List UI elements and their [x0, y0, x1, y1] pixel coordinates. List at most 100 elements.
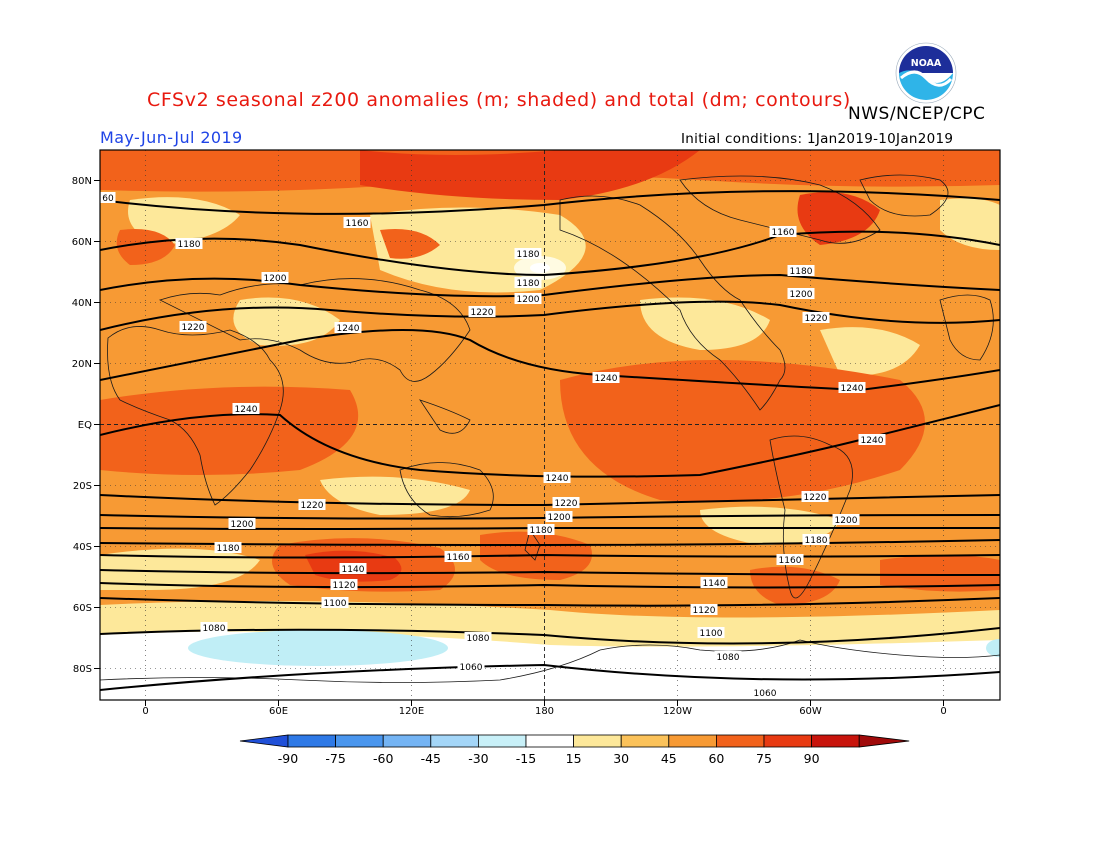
- contour-label: 1180: [790, 267, 813, 277]
- colorbar-swatch: [573, 734, 622, 748]
- contour-label-bg: [228, 518, 256, 529]
- colorbar-label: -60: [373, 751, 393, 766]
- lon-tick-label: 0: [142, 706, 148, 717]
- contour-label-bg: [444, 551, 472, 562]
- contour-label: 1180: [217, 544, 240, 554]
- equator-dateline: [100, 150, 1000, 700]
- contour-label-bg: [545, 511, 573, 522]
- contour-label-bg: [690, 604, 718, 615]
- colorbar-label: 30: [613, 751, 629, 766]
- contour-label: 1240: [546, 474, 569, 484]
- contour-label: 1140: [342, 565, 365, 575]
- colorbar-swatch: [477, 734, 527, 748]
- lat-tick-label: 80S: [73, 664, 92, 675]
- contour-label-bg: [700, 577, 728, 588]
- contour-label: 1160: [346, 219, 369, 229]
- contour-label: 1180: [178, 240, 201, 250]
- colorbar-label: -30: [468, 751, 488, 766]
- contour-label-bg: [787, 265, 815, 276]
- contour-label-bg: [464, 632, 492, 643]
- latitude-axis: 80N 60N 40N 20N EQ 20S 40S 60S 80S: [72, 176, 100, 675]
- longitude-axis: 0 60E 120E 180 120W 60W 0: [142, 700, 947, 717]
- lon-tick-label: 180: [535, 706, 554, 717]
- contour-label: 1200: [517, 295, 540, 305]
- lat-tick-label: 40N: [72, 298, 92, 309]
- contour-label-bg: [697, 627, 725, 638]
- lat-tick-label: EQ: [78, 420, 92, 431]
- colorbar-label: 60: [708, 751, 724, 766]
- contour-label: 60: [102, 194, 114, 204]
- contour-label-bg: [751, 687, 779, 698]
- contour-label-bg: [802, 312, 830, 323]
- colorbar-label: -45: [421, 751, 441, 766]
- lat-tick-label: 60N: [72, 237, 92, 248]
- contour-label-bg: [552, 497, 580, 508]
- colorbar-swatch: [430, 734, 479, 748]
- contour-label: 1220: [301, 501, 324, 511]
- contour-label: 1080: [203, 624, 226, 634]
- colorbar-swatch: [287, 734, 336, 748]
- contour-label: 1220: [804, 493, 827, 503]
- colorbar: -90 -75 -60 -45 -30 -15 15 30 45 60 75 90: [239, 734, 910, 766]
- contour-label: 1180: [805, 536, 828, 546]
- colorbar-swatch: [811, 734, 860, 748]
- contour-label-bg: [801, 491, 829, 502]
- colorbar-swatch: [382, 734, 432, 748]
- contour-label-bg: [468, 306, 496, 317]
- contour-label: 1140: [703, 579, 726, 589]
- contour-label: 1200: [264, 274, 287, 284]
- contour-label: 1060: [754, 689, 777, 699]
- contour-label-bg: [321, 597, 349, 608]
- colorbar-label: 15: [566, 751, 582, 766]
- contour-label-bg: [175, 238, 203, 249]
- contour-label: 1200: [835, 516, 858, 526]
- contour-label: 1060: [460, 663, 483, 673]
- chart-title: CFSv2 seasonal z200 anomalies (m; shaded…: [147, 89, 851, 111]
- coastlines: [100, 174, 1000, 683]
- colorbar-label: -15: [516, 751, 536, 766]
- contour-label-bg: [298, 499, 326, 510]
- contour-label-bg: [787, 288, 815, 299]
- lon-tick-label: 0: [940, 706, 946, 717]
- contour-label: 1200: [231, 520, 254, 530]
- noaa-logo-icon: NOAA: [895, 42, 957, 104]
- contour-label-bg: [514, 277, 542, 288]
- agency-label: NWS/NCEP/CPC: [848, 104, 986, 124]
- contour-label: 1220: [182, 323, 205, 333]
- contour-label: 1180: [530, 526, 553, 536]
- contour-label-bg: [232, 403, 260, 414]
- lon-tick-label: 120E: [399, 706, 424, 717]
- contour-label-bg: [838, 382, 866, 393]
- contour-label-bg: [769, 226, 797, 237]
- colorbar-swatch: [525, 734, 574, 748]
- contour-label-bg: [776, 554, 804, 565]
- colorbar-label: -90: [278, 751, 298, 766]
- contour-label: 1240: [861, 436, 884, 446]
- contour-label: 1220: [471, 308, 494, 318]
- contour-label: 1200: [548, 513, 571, 523]
- contour-label: 1200: [790, 290, 813, 300]
- contour-label: 1240: [841, 384, 864, 394]
- contour-label: 1160: [779, 556, 802, 566]
- contour-label-bg: [714, 651, 742, 662]
- lat-tick-label: 80N: [72, 176, 92, 187]
- colorbar-label: -75: [325, 751, 345, 766]
- contour-label: 1180: [517, 250, 540, 260]
- colorbar-swatch: [716, 734, 765, 748]
- lat-tick-label: 40S: [73, 542, 92, 553]
- contour-label-bg: [832, 514, 860, 525]
- contour-label-bg: [334, 322, 362, 333]
- lat-tick-label: 20S: [73, 481, 92, 492]
- contour-label-bg: [514, 293, 542, 304]
- contour-label: 1220: [805, 314, 828, 324]
- noaa-logo-text: NOAA: [911, 58, 942, 69]
- colorbar-label: 75: [756, 751, 772, 766]
- contour-label: 1240: [337, 324, 360, 334]
- contour-label: 1160: [447, 553, 470, 563]
- lat-tick-label: 20N: [72, 359, 92, 370]
- lon-tick-label: 120W: [663, 706, 692, 717]
- contour-label: 1240: [235, 405, 258, 415]
- contour-label-bg: [343, 217, 371, 228]
